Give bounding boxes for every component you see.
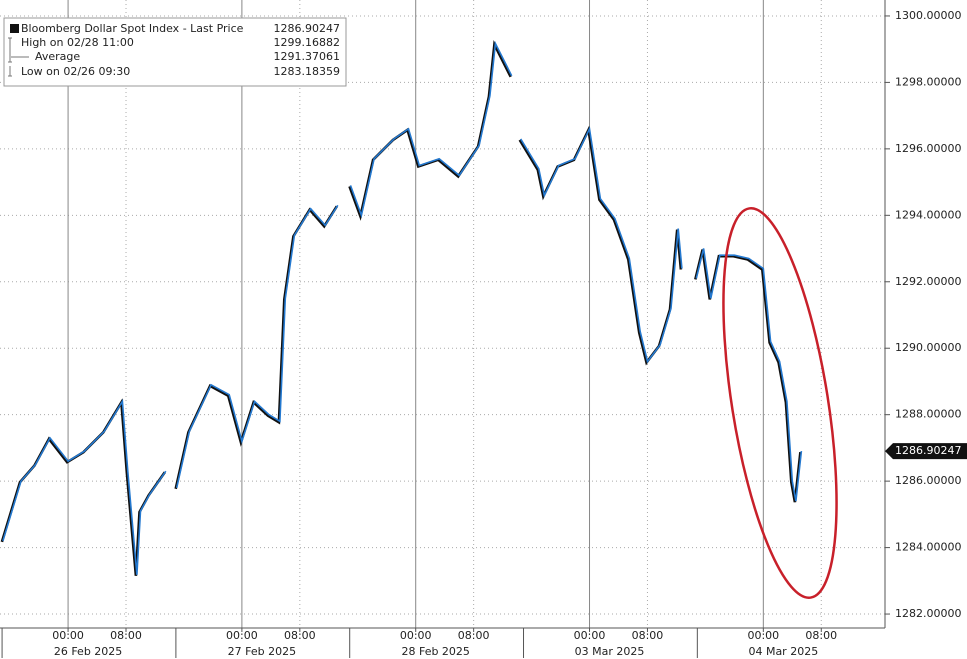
legend-stat-label: Average	[35, 50, 80, 63]
legend-stat-label: High on 02/28 11:00	[21, 36, 134, 49]
legend-value: 1283.18359	[274, 65, 340, 78]
day-label: 04 Mar 2025	[748, 645, 818, 658]
x-tick-label: 00:00	[400, 629, 432, 642]
highlight-ellipse	[722, 207, 838, 599]
y-tick-label: 1286.00000	[895, 474, 961, 487]
y-tick-label: 1292.00000	[895, 275, 961, 288]
y-tick-label: 1282.00000	[895, 607, 961, 620]
legend-value: 1291.37061	[274, 50, 340, 63]
y-tick-label: 1284.00000	[895, 541, 961, 554]
legend-stat-label: Low on 02/26 09:30	[21, 65, 130, 78]
price-line	[2, 40, 803, 575]
legend-glyphs	[8, 37, 29, 77]
legend-value: 1299.16882	[274, 36, 340, 49]
x-tick-label: 00:00	[574, 629, 606, 642]
y-tick-label: 1300.00000	[895, 9, 961, 22]
x-tick-label: 08:00	[805, 629, 837, 642]
last-price-tag	[885, 443, 967, 460]
legend-series-name: Bloomberg Dollar Spot Index - Last Price	[21, 22, 244, 35]
y-tick-label: 1296.00000	[895, 142, 961, 155]
x-tick-label: 08:00	[110, 629, 142, 642]
last-price-label: 1286.90247	[895, 444, 961, 457]
plot	[0, 39, 803, 576]
legend-value: 1286.90247	[274, 22, 340, 35]
y-tick-label: 1294.00000	[895, 208, 961, 221]
legend-box	[3, 17, 347, 87]
x-tick-label: 00:00	[226, 629, 258, 642]
day-label: 28 Feb 2025	[401, 645, 469, 658]
x-tick-label: 08:00	[458, 629, 490, 642]
day-label: 27 Feb 2025	[228, 645, 296, 658]
x-tick-label: 08:00	[284, 629, 316, 642]
day-label: 26 Feb 2025	[54, 645, 122, 658]
x-tick-label: 00:00	[52, 629, 84, 642]
day-label: 03 Mar 2025	[575, 645, 645, 658]
grid	[0, 0, 885, 628]
y-tick-label: 1290.00000	[895, 341, 961, 354]
legend-icon	[10, 24, 19, 33]
legend: Bloomberg Dollar Spot Index - Last Price…	[3, 17, 347, 87]
x-tick-label: 08:00	[632, 629, 664, 642]
x-tick-label: 00:00	[747, 629, 779, 642]
y-tick-label: 1288.00000	[895, 408, 961, 421]
y-tick-label: 1298.00000	[895, 75, 961, 88]
